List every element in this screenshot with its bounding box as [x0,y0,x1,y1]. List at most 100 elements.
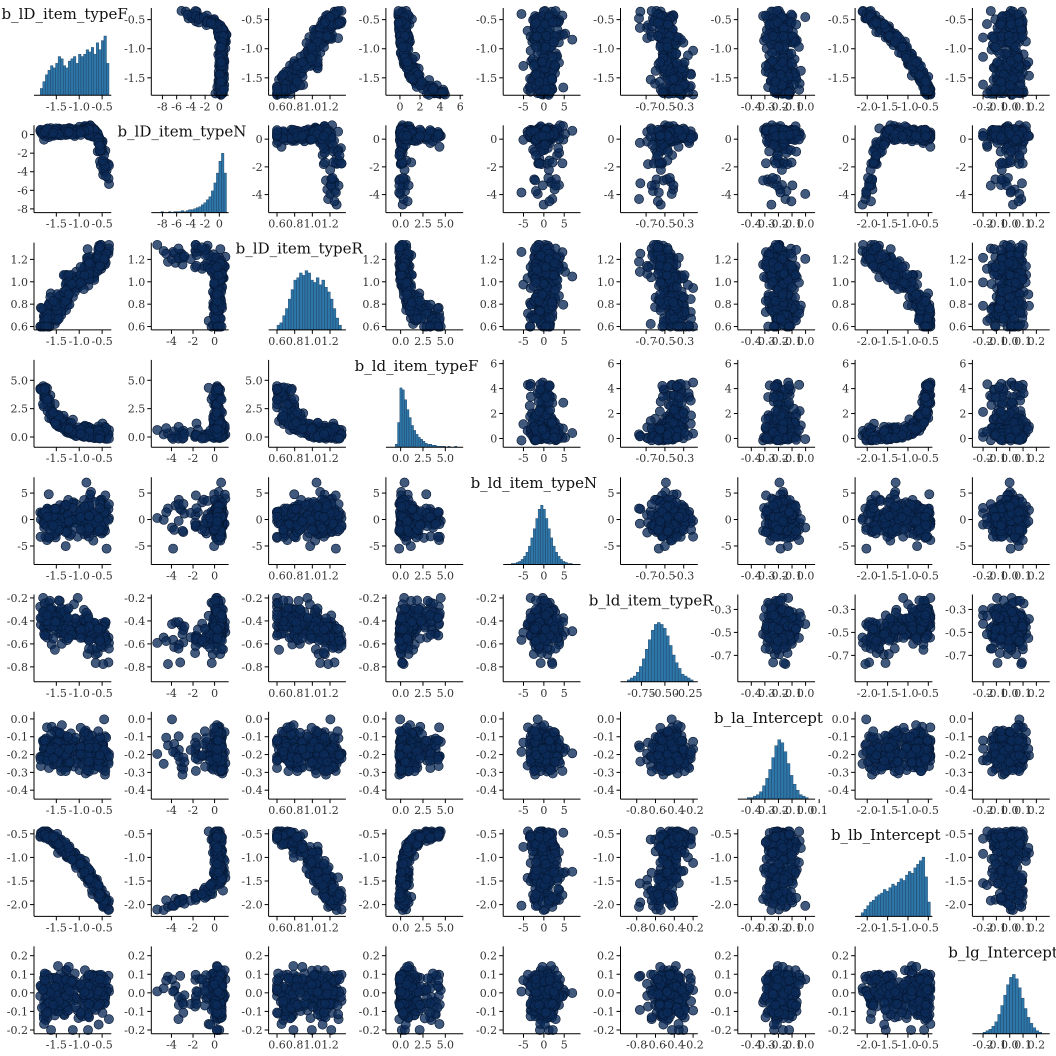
scatter-point [213,290,222,299]
histogram-bar [316,278,319,330]
histogram-bar [91,47,94,95]
scatter-point [541,85,550,94]
x-tick-label: 1.2 [321,335,339,348]
y-tick-label: -1.5 [593,72,614,85]
histogram-bar [106,63,109,95]
x-tick-label: -6 [171,100,182,113]
y-tick-label: 0 [959,133,966,146]
x-tick-label: -1.5 [46,335,67,348]
y-tick-label: -1.0 [711,43,732,56]
y-tick-label: -0.5 [593,14,614,27]
scatter-point [568,35,577,44]
scatter-point [192,261,201,270]
x-tick-label: 0 [396,100,403,113]
panel-1-1: -8 -6 -4 -2 0b_lD_item_typeN [117,122,246,230]
y-tick-label: 0 [725,133,732,146]
panel-1-4: -5 0 5-4-20 [486,121,580,231]
x-tick-label: -0.5 [918,100,939,113]
histogram-bar [101,41,104,96]
scatter-point [554,143,563,152]
x-tick-label: 0.2 [1028,100,1046,113]
histogram-bar [280,323,283,330]
panel-0-4: -5 0 5-1.5-1.0-0.5 [476,6,581,113]
histogram-bar [66,68,69,95]
y-tick-label: 0 [21,129,28,142]
scatter-point [787,197,796,206]
scatter-point [774,42,783,51]
scatter-point [162,249,171,258]
x-tick-label: -1.5 [46,218,67,231]
x-tick-label: -0.5 [918,218,939,231]
y-tick-label: -2 [956,161,967,174]
histogram-bar [219,161,222,212]
y-tick-label: -2 [604,161,615,174]
y-tick-label: -0.5 [476,14,497,27]
scatter-point [672,49,681,58]
panel-0-0: -1.5 -1.0 -0.5b_lD_item_typeF [2,5,128,113]
histogram-bar [333,309,336,330]
scatter-point [417,77,426,86]
histogram-bar [322,280,325,330]
x-tick-label: 5.0 [437,218,455,231]
panel-0-2: 0.6 0.8 1.0 1.2-1.5-1.0-0.5 [241,6,346,113]
scatter-point [216,42,225,51]
y-tick-label: -0.5 [241,14,262,27]
scatter-point [656,58,665,67]
scatter-point [759,176,768,185]
histogram-bar [40,88,43,95]
scatter-point [395,151,404,160]
x-tick-label: 0.0 [392,218,410,231]
y-tick-label: 0.8 [11,298,29,311]
x-tick-label: 0.0 [392,335,410,348]
scatter-point [550,61,559,70]
scatter-point [866,197,875,206]
x-tick-label: -0.5 [92,335,113,348]
y-tick-label: -1.0 [828,43,849,56]
variable-name-label: b_lD_item_typeN [117,122,246,140]
scatter-point [982,140,991,149]
histogram-bar [58,57,61,96]
histogram-bar [89,52,92,95]
scatter-point [761,159,770,168]
y-tick-label: 0.6 [11,321,29,334]
scatter-point [102,172,111,181]
y-tick-label: -1.0 [241,43,262,56]
scatter-point [634,14,643,23]
scatter-point [399,262,408,271]
histogram-bar [221,153,224,212]
x-tick-label: -1.0 [69,335,90,348]
x-tick-label: -0.3 [673,218,694,231]
scatter-point [1006,147,1015,156]
histogram-bar [73,57,76,96]
histogram-bar [196,208,199,213]
scatter-point [634,194,643,203]
histogram-bar [81,57,84,96]
scatter-point [978,33,987,42]
x-tick-label: 4 [437,100,444,113]
scatter-point [399,173,408,182]
histogram-bar [50,66,53,96]
histogram-bar [45,75,48,96]
y-tick-label: -1.5 [124,72,145,85]
x-tick-label: -6 [171,218,182,231]
x-tick-label: 0 [540,218,547,231]
scatter-point [538,181,547,190]
x-tick-label: -0.5 [92,100,113,113]
y-tick-label: -0.5 [359,14,380,27]
panel-2-2: 0.6 0.8 1.0 1.2b_lD_item_typeR [236,240,364,348]
x-tick-label: 0 [216,218,223,231]
scatter-point [535,77,544,86]
y-tick-label: -0.5 [945,14,966,27]
scatter-point [1006,156,1015,165]
scatter-point [779,31,788,40]
panel-1-3: 0.0 2.5 5.0-4-20 [369,121,463,231]
scatter-point [672,58,681,67]
scatter-point [646,75,655,84]
y-tick-label: -4 [486,189,497,202]
scatter-point [298,58,307,67]
scatter-point [794,135,803,144]
histogram-bar [297,278,300,330]
scatter-point [320,158,329,167]
panel-0-1: -8 -6 -4 -2 0-1.5-1.0-0.5 [124,6,231,113]
scatter-point [541,42,550,51]
